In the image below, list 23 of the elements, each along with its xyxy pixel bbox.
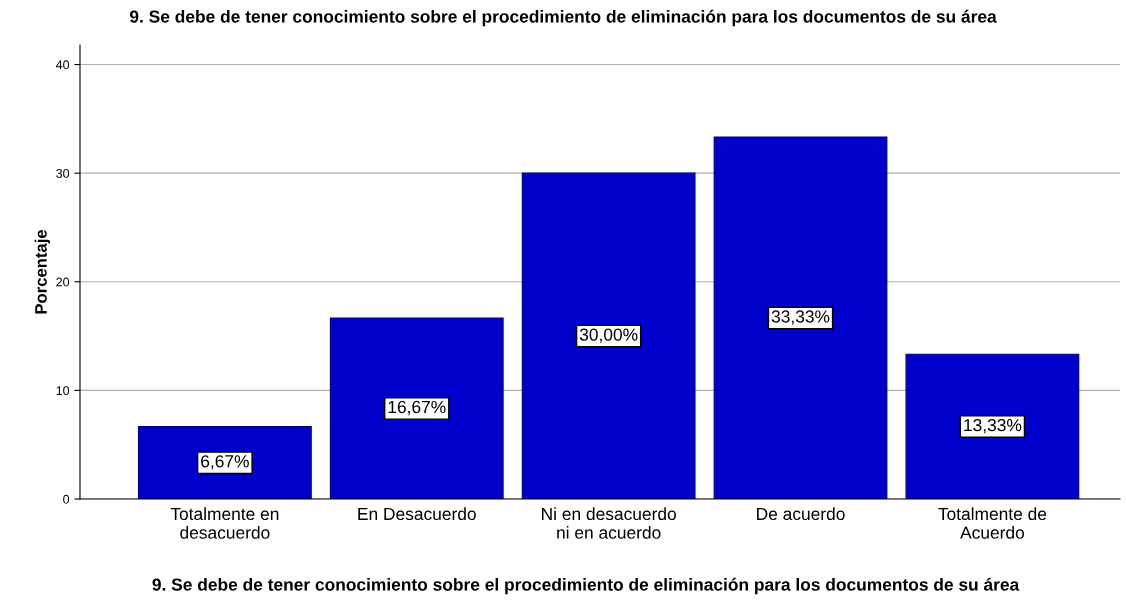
chart-title: 9. Se debe de tener conocimiento sobre el procedimiento de eliminación para los documentos de su área xyxy=(129,9,997,27)
bar xyxy=(137,426,312,499)
data-label: 33,33% xyxy=(771,310,830,325)
x-tick-label: Totalmente de Acuerdo xyxy=(938,507,1047,539)
data-label: 30,00% xyxy=(579,328,638,343)
data-label: 16,67% xyxy=(388,400,446,416)
data-label: 6,67% xyxy=(201,455,249,470)
x-tick-label: De acuerdo xyxy=(757,507,845,521)
data-label: 13,33% xyxy=(964,418,1022,434)
bar xyxy=(713,136,888,499)
y-tick-label: 20 xyxy=(56,277,70,287)
x-tick-label: En Desacuerdo xyxy=(358,507,476,521)
x-tick-label: Ni en desacuerdo ni en acuerdo xyxy=(542,507,676,539)
y-tick-label: 30 xyxy=(56,168,70,178)
bar xyxy=(329,317,504,499)
y-tick-label: 0 xyxy=(63,494,70,504)
y-axis-title: Porcentaje xyxy=(34,229,51,314)
x-axis-title: 9. Se debe de tener conocimiento sobre el procedimiento de eliminación para los documentos de su área xyxy=(152,577,1020,595)
bar xyxy=(905,353,1080,499)
y-tick-label: 10 xyxy=(56,386,70,396)
bar xyxy=(521,172,696,499)
x-tick-label: Totalmente en desacuerdo xyxy=(170,507,279,539)
y-tick-label: 40 xyxy=(55,60,70,70)
